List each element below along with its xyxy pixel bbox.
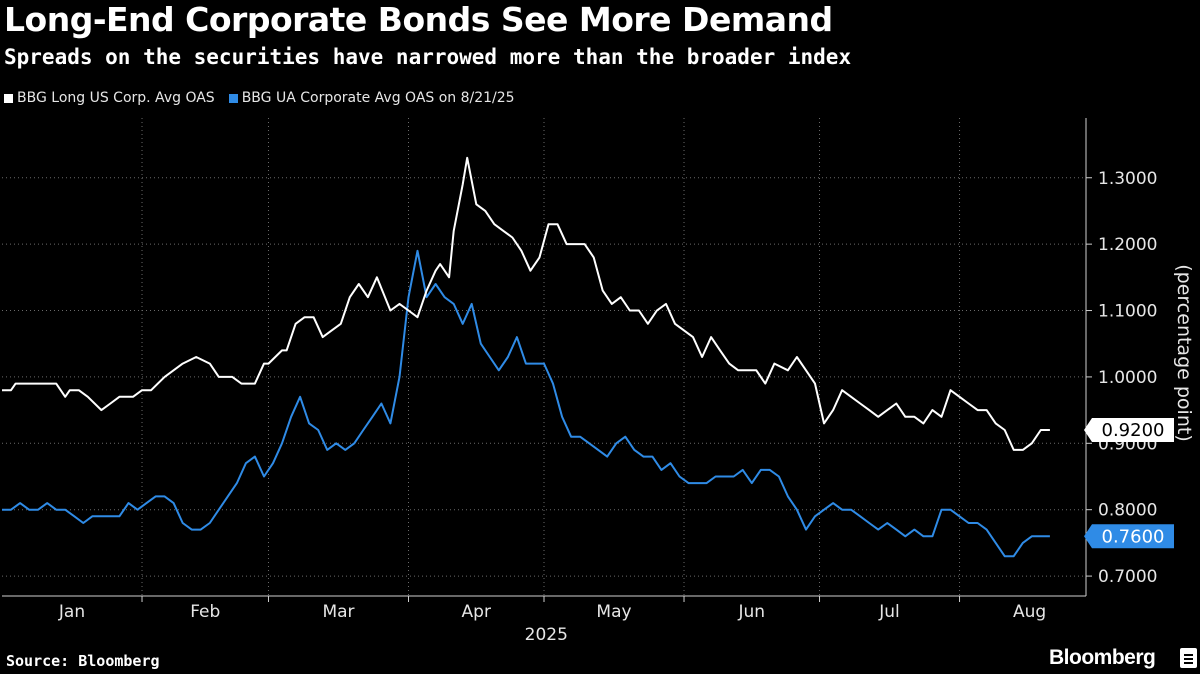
y-tick-label: 1.0000 — [1098, 368, 1157, 388]
y-tick-label: 0.8000 — [1098, 501, 1157, 521]
y-tick-label: 1.2000 — [1098, 235, 1157, 255]
y-tick-label: 1.1000 — [1098, 302, 1157, 322]
series-line-ua-corp — [2, 249, 1050, 558]
last-value-tag — [1084, 418, 1174, 443]
chart-title: Long-End Corporate Bonds See More Demand — [4, 0, 833, 39]
x-axis-label: 2025 — [525, 625, 568, 645]
last-value-labels: 0.9200 0.7600 — [1084, 418, 1174, 549]
brand-logo: Bloomberg — [1049, 646, 1156, 669]
x-tick-label: Apr — [462, 602, 491, 622]
legend-swatch-ua-corp — [228, 93, 238, 103]
legend: BBG Long US Corp. Avg OAS BBG UA Corpora… — [4, 90, 529, 106]
y-axis-label: (percentage point) — [1173, 264, 1195, 442]
axes: 0.70000.80000.90001.00001.10001.20001.30… — [2, 118, 1195, 645]
x-tick-label: Feb — [190, 602, 220, 622]
chart-subtitle: Spreads on the securities have narrowed … — [4, 45, 852, 69]
last-value-tag — [1084, 524, 1174, 549]
grid-lines — [2, 118, 1086, 596]
x-tick-label: Jul — [878, 602, 900, 622]
x-tick-label: May — [596, 602, 631, 622]
x-tick-label: Aug — [1013, 602, 1046, 622]
x-tick-label: Jan — [58, 602, 85, 622]
last-value-text: 0.9200 — [1102, 420, 1165, 441]
y-tick-label: 0.7000 — [1098, 567, 1157, 587]
source-note: Source: Bloomberg — [6, 652, 160, 670]
x-tick-label: Mar — [322, 602, 354, 622]
last-value-label-ua-corp: 0.7600 — [1084, 524, 1174, 549]
legend-label-long-corp: BBG Long US Corp. Avg OAS — [17, 90, 215, 106]
legend-swatch-long-corp — [4, 93, 13, 103]
series-lines — [2, 156, 1050, 558]
legend-item-long-corp: BBG Long US Corp. Avg OAS — [4, 90, 215, 106]
series-line-long-corp — [2, 156, 1050, 451]
last-value-label-long-corp: 0.9200 — [1084, 418, 1174, 443]
y-tick-label: 1.3000 — [1098, 169, 1157, 189]
x-tick-label: Jun — [737, 602, 765, 622]
last-value-text: 0.7600 — [1102, 526, 1165, 547]
legend-label-ua-corp: BBG UA Corporate Avg OAS on 8/21/25 — [241, 90, 515, 106]
legend-item-ua-corp: BBG UA Corporate Avg OAS on 8/21/25 — [228, 90, 515, 106]
brand-icon — [1180, 648, 1197, 668]
